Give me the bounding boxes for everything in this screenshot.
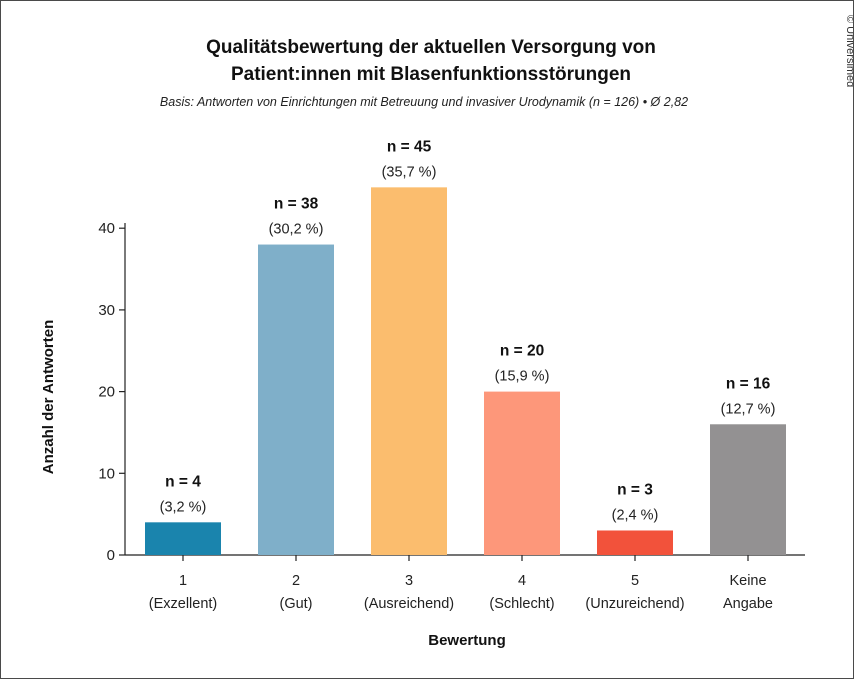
x-tick-label: 5	[631, 573, 639, 589]
bar	[484, 391, 560, 555]
bar-percent-label: (12,7 %)	[721, 401, 776, 417]
x-tick-sublabel: Angabe	[723, 596, 773, 612]
bar-value-label: n = 45	[387, 138, 432, 155]
plot-area: 0 10 20 30 40 n = 4 (3,2 %) 1 (Exzellent) n = 38 (…	[98, 138, 805, 612]
x-axis-title: Bewertung	[428, 632, 506, 649]
x-tick-label: 2	[292, 573, 300, 589]
y-tick-label: 20	[98, 384, 115, 401]
x-tick-label: 1	[179, 573, 187, 589]
y-tick-label: 30	[98, 302, 115, 319]
bar-value-label: n = 38	[274, 196, 319, 213]
x-tick-sublabel: (Exzellent)	[149, 596, 218, 612]
bar-percent-label: (3,2 %)	[160, 499, 207, 515]
bar-value-label: n = 16	[726, 375, 771, 392]
bar-percent-label: (30,2 %)	[269, 222, 324, 238]
bar-percent-label: (15,9 %)	[495, 369, 550, 385]
y-tick-label: 40	[98, 220, 115, 237]
chart-title-line-2: Patient:innen mit Blasenfunktionsstörung…	[231, 64, 631, 85]
bar	[710, 424, 786, 555]
copyright-notice: © Universimed	[844, 15, 853, 87]
bar	[597, 530, 673, 555]
y-tick-label: 10	[98, 465, 115, 482]
x-tick-label: 4	[518, 573, 526, 589]
x-tick-sublabel: (Gut)	[279, 596, 312, 612]
bar	[371, 187, 447, 555]
bar-percent-label: (35,7 %)	[382, 164, 437, 180]
bar	[145, 522, 221, 555]
bar-value-label: n = 4	[165, 473, 201, 490]
bar-percent-label: (2,4 %)	[612, 507, 659, 523]
chart-title-line-1: Qualitätsbewertung der aktuellen Versorg…	[206, 37, 656, 58]
x-tick-sublabel: (Unzureichend)	[585, 596, 684, 612]
x-tick-label: 3	[405, 573, 413, 589]
y-tick-label: 0	[107, 547, 115, 564]
chart-subtitle: Basis: Antworten von Einrichtungen mit B…	[160, 95, 688, 109]
x-tick-sublabel: (Schlecht)	[489, 596, 554, 612]
bar-value-label: n = 3	[617, 481, 653, 498]
x-tick-sublabel: (Ausreichend)	[364, 596, 454, 612]
y-axis-title: Anzahl der Antworten	[40, 320, 57, 474]
x-tick-label: Keine	[729, 573, 766, 589]
bar-value-label: n = 20	[500, 343, 544, 360]
bar	[258, 244, 334, 556]
